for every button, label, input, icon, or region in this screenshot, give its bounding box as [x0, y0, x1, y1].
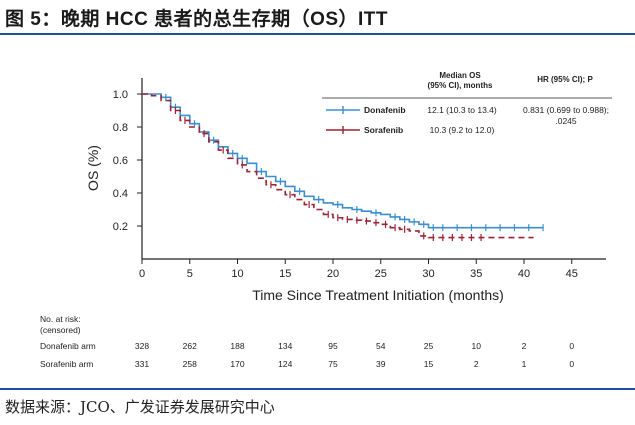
risk-value: 258	[183, 359, 197, 369]
x-tick-label: 45	[566, 268, 578, 280]
x-tick-label: 40	[518, 268, 530, 280]
legend-header-median-sub: (95% CI), months	[428, 81, 493, 90]
x-tick-label: 30	[422, 268, 434, 280]
risk-value: 262	[183, 341, 197, 351]
risk-value: 75	[328, 359, 338, 369]
legend-median-sorafenib: 10.3 (9.2 to 12.0)	[430, 125, 495, 135]
top-rule	[0, 33, 635, 35]
x-tick-label: 15	[279, 268, 291, 280]
risk-value: 0	[569, 341, 574, 351]
legend-header-hr: HR (95% CI); P	[537, 75, 593, 84]
risk-value: 134	[278, 341, 292, 351]
x-tick-label: 20	[327, 268, 339, 280]
x-tick-label: 0	[139, 268, 145, 280]
risk-row-label-sorafenib: Sorafenib arm	[40, 359, 93, 369]
legend-median-donafenib: 12.1 (10.3 to 13.4)	[427, 105, 497, 115]
legend-hr-line1: 0.831 (0.699 to 0.988);	[523, 105, 609, 115]
legend-header-median: Median OS	[439, 71, 481, 80]
risk-value: 25	[424, 341, 434, 351]
risk-value: 95	[328, 341, 338, 351]
risk-value: 2	[522, 341, 527, 351]
risk-value: 331	[135, 359, 149, 369]
y-tick-label: 0.6	[113, 155, 128, 167]
x-tick-label: 25	[375, 268, 387, 280]
risk-row-label-donafenib: Donafenib arm	[40, 341, 96, 351]
y-tick-label: 0.4	[113, 188, 128, 200]
risk-table-title: No. at risk:	[40, 314, 81, 324]
risk-value: 54	[376, 341, 386, 351]
y-axis-title: OS (%)	[85, 145, 101, 191]
risk-value: 124	[278, 359, 292, 369]
legend-label-sorafenib: Sorafenib	[364, 125, 403, 135]
y-tick-label: 0.8	[113, 122, 128, 134]
x-tick-label: 35	[470, 268, 482, 280]
risk-value: 328	[135, 341, 149, 351]
risk-value: 10	[472, 341, 482, 351]
risk-value: 15	[424, 359, 434, 369]
y-tick-label: 0.2	[113, 221, 128, 233]
risk-table: No. at risk: (censored) Donafenib arm So…	[40, 314, 574, 369]
risk-value: 2	[474, 359, 479, 369]
figure-title: 图 5：晚期 HCC 患者的总生存期（OS）ITT	[5, 9, 389, 30]
risk-value: 1	[522, 359, 527, 369]
x-tick-label: 10	[231, 268, 243, 280]
risk-value: 170	[230, 359, 244, 369]
y-tick-label: 1.0	[113, 89, 128, 101]
source-note: 数据来源：JCO、广发证券发展研究中心	[5, 398, 275, 416]
legend-hr-line2: .0245	[555, 116, 577, 126]
risk-table-subtitle: (censored)	[40, 325, 81, 335]
risk-value: 0	[569, 359, 574, 369]
x-axis-title: Time Since Treatment Initiation (months)	[252, 287, 504, 303]
bottom-rule	[0, 388, 635, 390]
risk-value: 39	[376, 359, 386, 369]
plot-area: 0.2 0.4 0.6 0.8 1.0 0 5 10 15 20 25 30 35 40 45	[113, 78, 606, 280]
x-tick-label: 5	[187, 268, 193, 280]
risk-value: 188	[230, 341, 244, 351]
legend-label-donafenib: Donafenib	[364, 105, 406, 115]
legend: Median OS (95% CI), months HR (95% CI); …	[322, 71, 612, 135]
